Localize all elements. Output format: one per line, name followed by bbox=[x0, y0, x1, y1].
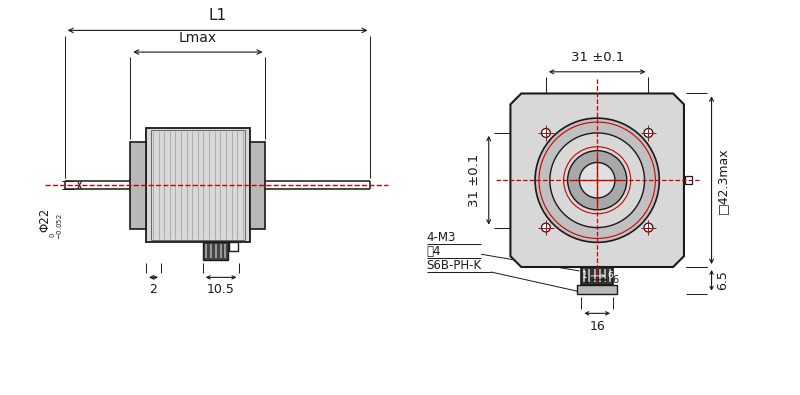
Text: □42.3max: □42.3max bbox=[717, 147, 730, 214]
Text: $^{\ 0}_{-0.052}$: $^{\ 0}_{-0.052}$ bbox=[49, 213, 66, 240]
Circle shape bbox=[535, 118, 659, 243]
Bar bbox=[203, 242, 229, 260]
Bar bbox=[685, 176, 692, 184]
Bar bbox=[250, 142, 266, 229]
Circle shape bbox=[579, 162, 615, 198]
Text: 2: 2 bbox=[150, 283, 158, 296]
Bar bbox=[146, 128, 250, 242]
Circle shape bbox=[542, 223, 550, 232]
Text: 4-M3: 4-M3 bbox=[426, 231, 456, 244]
Circle shape bbox=[568, 150, 626, 210]
Text: 深4: 深4 bbox=[426, 245, 441, 258]
Bar bbox=[578, 285, 617, 293]
Circle shape bbox=[550, 133, 645, 228]
Text: 10.5: 10.5 bbox=[207, 283, 235, 296]
Text: 31 ±0.1: 31 ±0.1 bbox=[570, 51, 624, 64]
Polygon shape bbox=[510, 94, 684, 267]
Circle shape bbox=[644, 223, 653, 232]
Circle shape bbox=[542, 128, 550, 137]
Text: S6B-PH-K: S6B-PH-K bbox=[426, 259, 482, 271]
Text: 6: 6 bbox=[612, 275, 618, 285]
Text: Φ22: Φ22 bbox=[38, 207, 51, 232]
Text: L1: L1 bbox=[209, 8, 226, 23]
Text: 31 ±0.1: 31 ±0.1 bbox=[468, 154, 481, 207]
Text: 6.5: 6.5 bbox=[717, 271, 730, 290]
Text: Lmax: Lmax bbox=[179, 31, 217, 45]
Text: 16: 16 bbox=[590, 320, 605, 333]
Bar bbox=[130, 142, 146, 229]
Text: 6: 6 bbox=[607, 271, 613, 280]
Bar bbox=[230, 242, 238, 251]
Text: 1: 1 bbox=[582, 271, 587, 280]
Circle shape bbox=[644, 128, 653, 137]
Text: 1: 1 bbox=[584, 275, 590, 285]
Bar bbox=[582, 267, 613, 285]
